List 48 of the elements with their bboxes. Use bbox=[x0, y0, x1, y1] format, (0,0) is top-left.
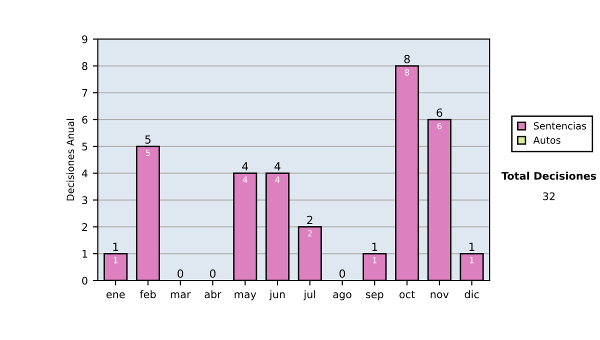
total-label: 1 bbox=[113, 242, 118, 251]
total-label: 4 bbox=[242, 162, 248, 170]
y-tick-label: 5 bbox=[82, 142, 88, 150]
text: Total Decisiones bbox=[501, 172, 596, 180]
total-label: 0 bbox=[339, 269, 346, 278]
total-label: 0 bbox=[178, 269, 184, 278]
x-tick-label: ene bbox=[106, 292, 125, 298]
x-tick-label: ago bbox=[333, 292, 352, 300]
y-tick-label: 1 bbox=[82, 250, 88, 258]
text: 32 bbox=[543, 192, 555, 200]
y-tick-label: 8 bbox=[82, 62, 88, 70]
x-tick-label: oct bbox=[400, 290, 415, 298]
legend-label: Autos bbox=[533, 136, 560, 144]
y-tick-label: 4 bbox=[82, 170, 88, 178]
x-tick-label: abr bbox=[204, 290, 222, 298]
data-label: 1 bbox=[372, 257, 377, 264]
x-tick-label: may bbox=[234, 292, 256, 300]
total-label: 0 bbox=[210, 269, 216, 278]
data-label: 6 bbox=[437, 122, 442, 130]
x-tick-label: jun bbox=[269, 290, 285, 300]
y-tick-label: 2 bbox=[82, 223, 88, 231]
total-label: 2 bbox=[307, 216, 312, 224]
data-label: 4 bbox=[242, 176, 248, 183]
x-tick-label: dic bbox=[464, 290, 479, 298]
y-tick-label: 0 bbox=[82, 276, 88, 285]
total-label: 1 bbox=[469, 242, 474, 251]
data-label: 5 bbox=[146, 150, 150, 156]
x-tick-label: feb bbox=[140, 290, 156, 298]
data-label: 1 bbox=[470, 257, 474, 264]
data-label: 8 bbox=[404, 69, 410, 76]
x-tick-label: jul bbox=[304, 290, 316, 300]
x-tick-label: sep bbox=[366, 292, 384, 300]
total-label: 8 bbox=[404, 54, 410, 64]
x-tick-label: nov bbox=[430, 292, 449, 298]
y-tick-label: 3 bbox=[82, 196, 88, 204]
y-axis-title: Decisiones Anual bbox=[66, 119, 74, 200]
total-label: 6 bbox=[436, 108, 442, 117]
x-tick-label: mar bbox=[170, 292, 191, 298]
total-label: 1 bbox=[372, 242, 378, 251]
y-tick-label: 7 bbox=[82, 89, 88, 97]
data-label: 1 bbox=[114, 257, 118, 264]
data-label: 4 bbox=[275, 176, 280, 183]
total-label: 5 bbox=[145, 135, 151, 144]
legend-label: Sentencias bbox=[534, 122, 586, 130]
y-tick-label: 9 bbox=[82, 35, 88, 44]
total-label: 4 bbox=[274, 162, 280, 170]
data-label: 2 bbox=[308, 230, 312, 236]
y-tick-label: 6 bbox=[82, 116, 88, 124]
